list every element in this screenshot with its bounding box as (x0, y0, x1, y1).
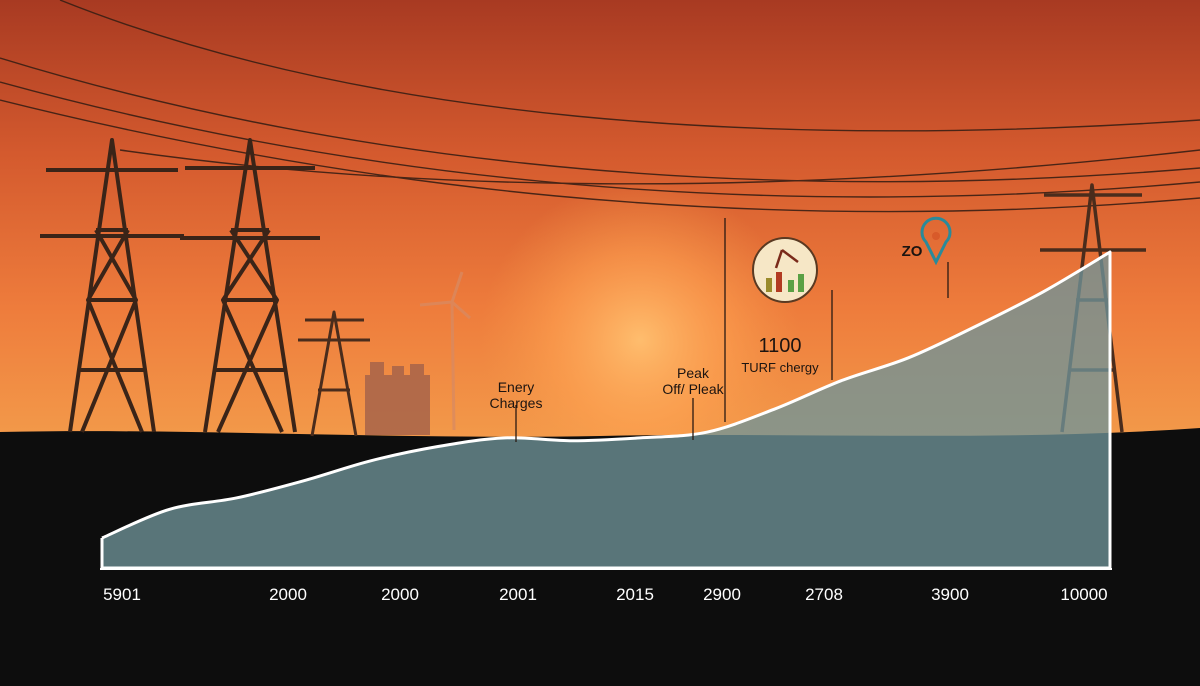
annotation-label: Enery (498, 379, 535, 395)
wind-turbine-icon (419, 271, 471, 431)
sun-glow (480, 180, 800, 500)
x-tick-label: 2900 (703, 585, 741, 604)
annotation-label: Peak (677, 365, 710, 381)
x-tick-label: 10000 (1060, 585, 1107, 604)
bar-chart-badge-icon (752, 237, 818, 303)
annotation-label: ZO (902, 243, 923, 260)
x-tick-label: 2708 (805, 585, 843, 604)
annotation-label: Charges (490, 395, 543, 411)
factory-icon (365, 362, 430, 435)
transmission-tower-icon (298, 310, 370, 437)
annotation-label: Off/ Pleak (662, 381, 724, 397)
annotation-label: TURF chergy (741, 360, 819, 375)
location-pin-icon (920, 216, 952, 266)
transmission-tower-icon (40, 138, 184, 433)
area-series-line (101, 250, 1112, 568)
x-tick-label: 2000 (381, 585, 419, 604)
area-series-fill (102, 252, 1110, 568)
x-tick-label: 3900 (931, 585, 969, 604)
annotation-label: 1100 (758, 335, 801, 357)
x-tick-label: 2001 (499, 585, 537, 604)
x-tick-label: 2000 (269, 585, 307, 604)
power-lines (0, 0, 1200, 213)
x-tick-label: 5901 (103, 585, 141, 604)
x-tick-label: 2015 (616, 585, 654, 604)
transmission-tower-icon (180, 138, 320, 433)
